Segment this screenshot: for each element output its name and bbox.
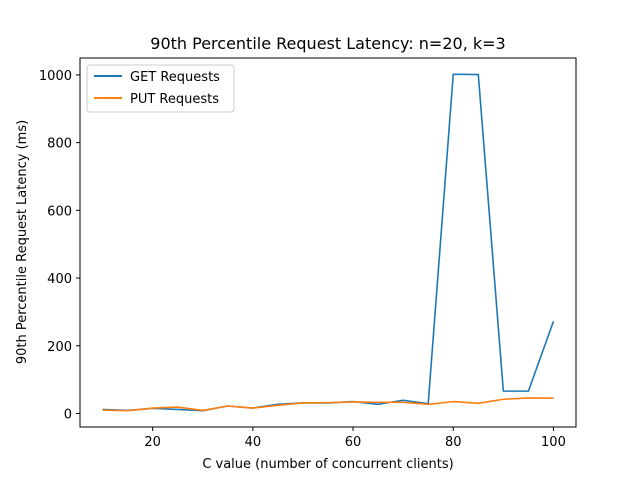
series-line-1 xyxy=(102,397,554,412)
x-axis-ticks: 20 40 60 80 100 xyxy=(144,427,566,450)
y-tick-label: 200 xyxy=(47,340,72,355)
y-tick-label: 800 xyxy=(47,137,72,152)
plot-frame xyxy=(79,57,577,428)
x-tick-label: 100 xyxy=(541,435,566,450)
series-layer xyxy=(102,73,555,412)
y-tick-label: 1000 xyxy=(39,69,72,84)
plot-area: 20 40 60 80 100 0 200 400 600 800 1000 xyxy=(39,57,577,450)
x-tick-label: 40 xyxy=(245,435,262,450)
legend: GET Requests PUT Requests xyxy=(86,64,235,113)
x-tick-label: 80 xyxy=(445,435,462,450)
x-tick-label: 60 xyxy=(345,435,362,450)
y-tick-label: 600 xyxy=(47,204,72,219)
x-axis-label: C value (number of concurrent clients) xyxy=(202,457,453,472)
legend-label-put: PUT Requests xyxy=(130,92,219,107)
x-tick-label: 20 xyxy=(144,435,161,450)
chart-title: 90th Percentile Request Latency: n=20, k… xyxy=(150,34,505,53)
y-tick-label: 0 xyxy=(64,407,72,422)
y-tick-label: 400 xyxy=(47,272,72,287)
legend-box xyxy=(86,64,235,113)
y-axis-ticks: 0 200 400 600 800 1000 xyxy=(39,69,80,422)
y-axis-label: 90th Percentile Request Latency (ms) xyxy=(15,120,30,364)
legend-label-get: GET Requests xyxy=(130,70,220,85)
